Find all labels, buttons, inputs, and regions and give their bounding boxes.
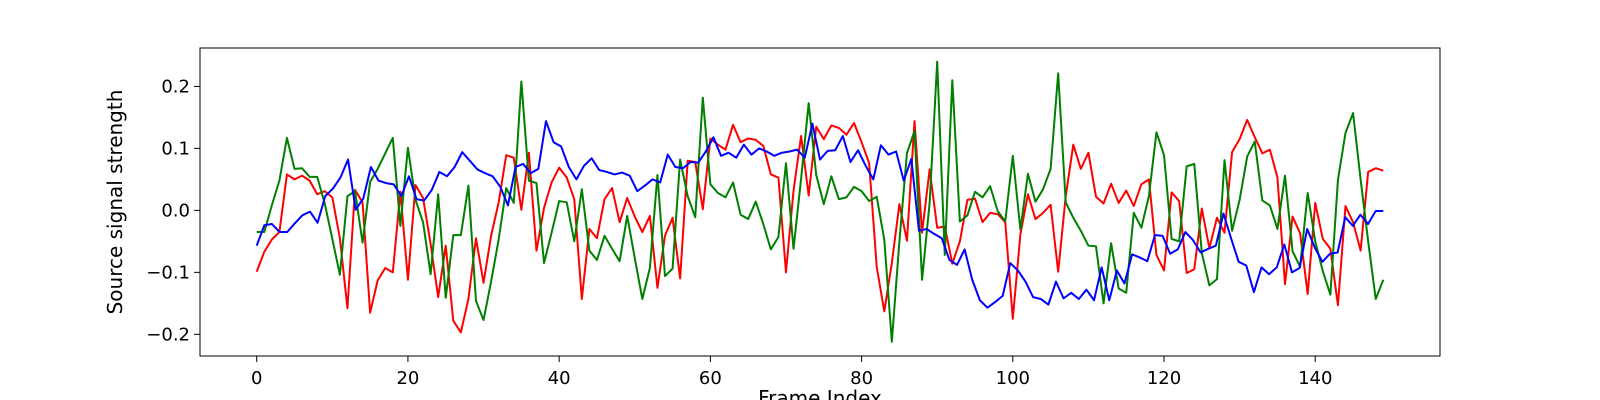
y-tick-label: −0.2 bbox=[146, 324, 190, 345]
x-tick-label: 60 bbox=[699, 368, 722, 389]
series-line-2 bbox=[256, 60, 1385, 343]
y-tick-label: 0.1 bbox=[161, 138, 190, 159]
y-tick-label: −0.1 bbox=[146, 262, 190, 283]
x-tick-label: 120 bbox=[1147, 368, 1181, 389]
x-tick-label: 80 bbox=[850, 368, 873, 389]
y-axis-ticks: −0.2 −0.1 0.0 0.1 0.2 bbox=[146, 76, 200, 345]
plot-area-frame bbox=[199, 47, 1441, 357]
x-tick-label: 40 bbox=[548, 368, 571, 389]
series-line-1 bbox=[255, 118, 1384, 334]
y-axis-title: Source signal strength bbox=[103, 90, 127, 315]
y-tick-label: 0.0 bbox=[161, 200, 190, 221]
x-axis-ticks: 0 20 40 60 80 100 120 140 bbox=[251, 356, 1332, 389]
x-tick-label: 0 bbox=[251, 368, 262, 389]
series-lines bbox=[255, 60, 1385, 343]
y-tick-label: 0.2 bbox=[161, 76, 190, 97]
x-axis-title: Frame Index bbox=[758, 386, 882, 400]
x-tick-label: 140 bbox=[1298, 368, 1332, 389]
series-line-3 bbox=[255, 120, 1384, 309]
x-tick-label: 100 bbox=[996, 368, 1030, 389]
x-tick-label: 20 bbox=[396, 368, 419, 389]
